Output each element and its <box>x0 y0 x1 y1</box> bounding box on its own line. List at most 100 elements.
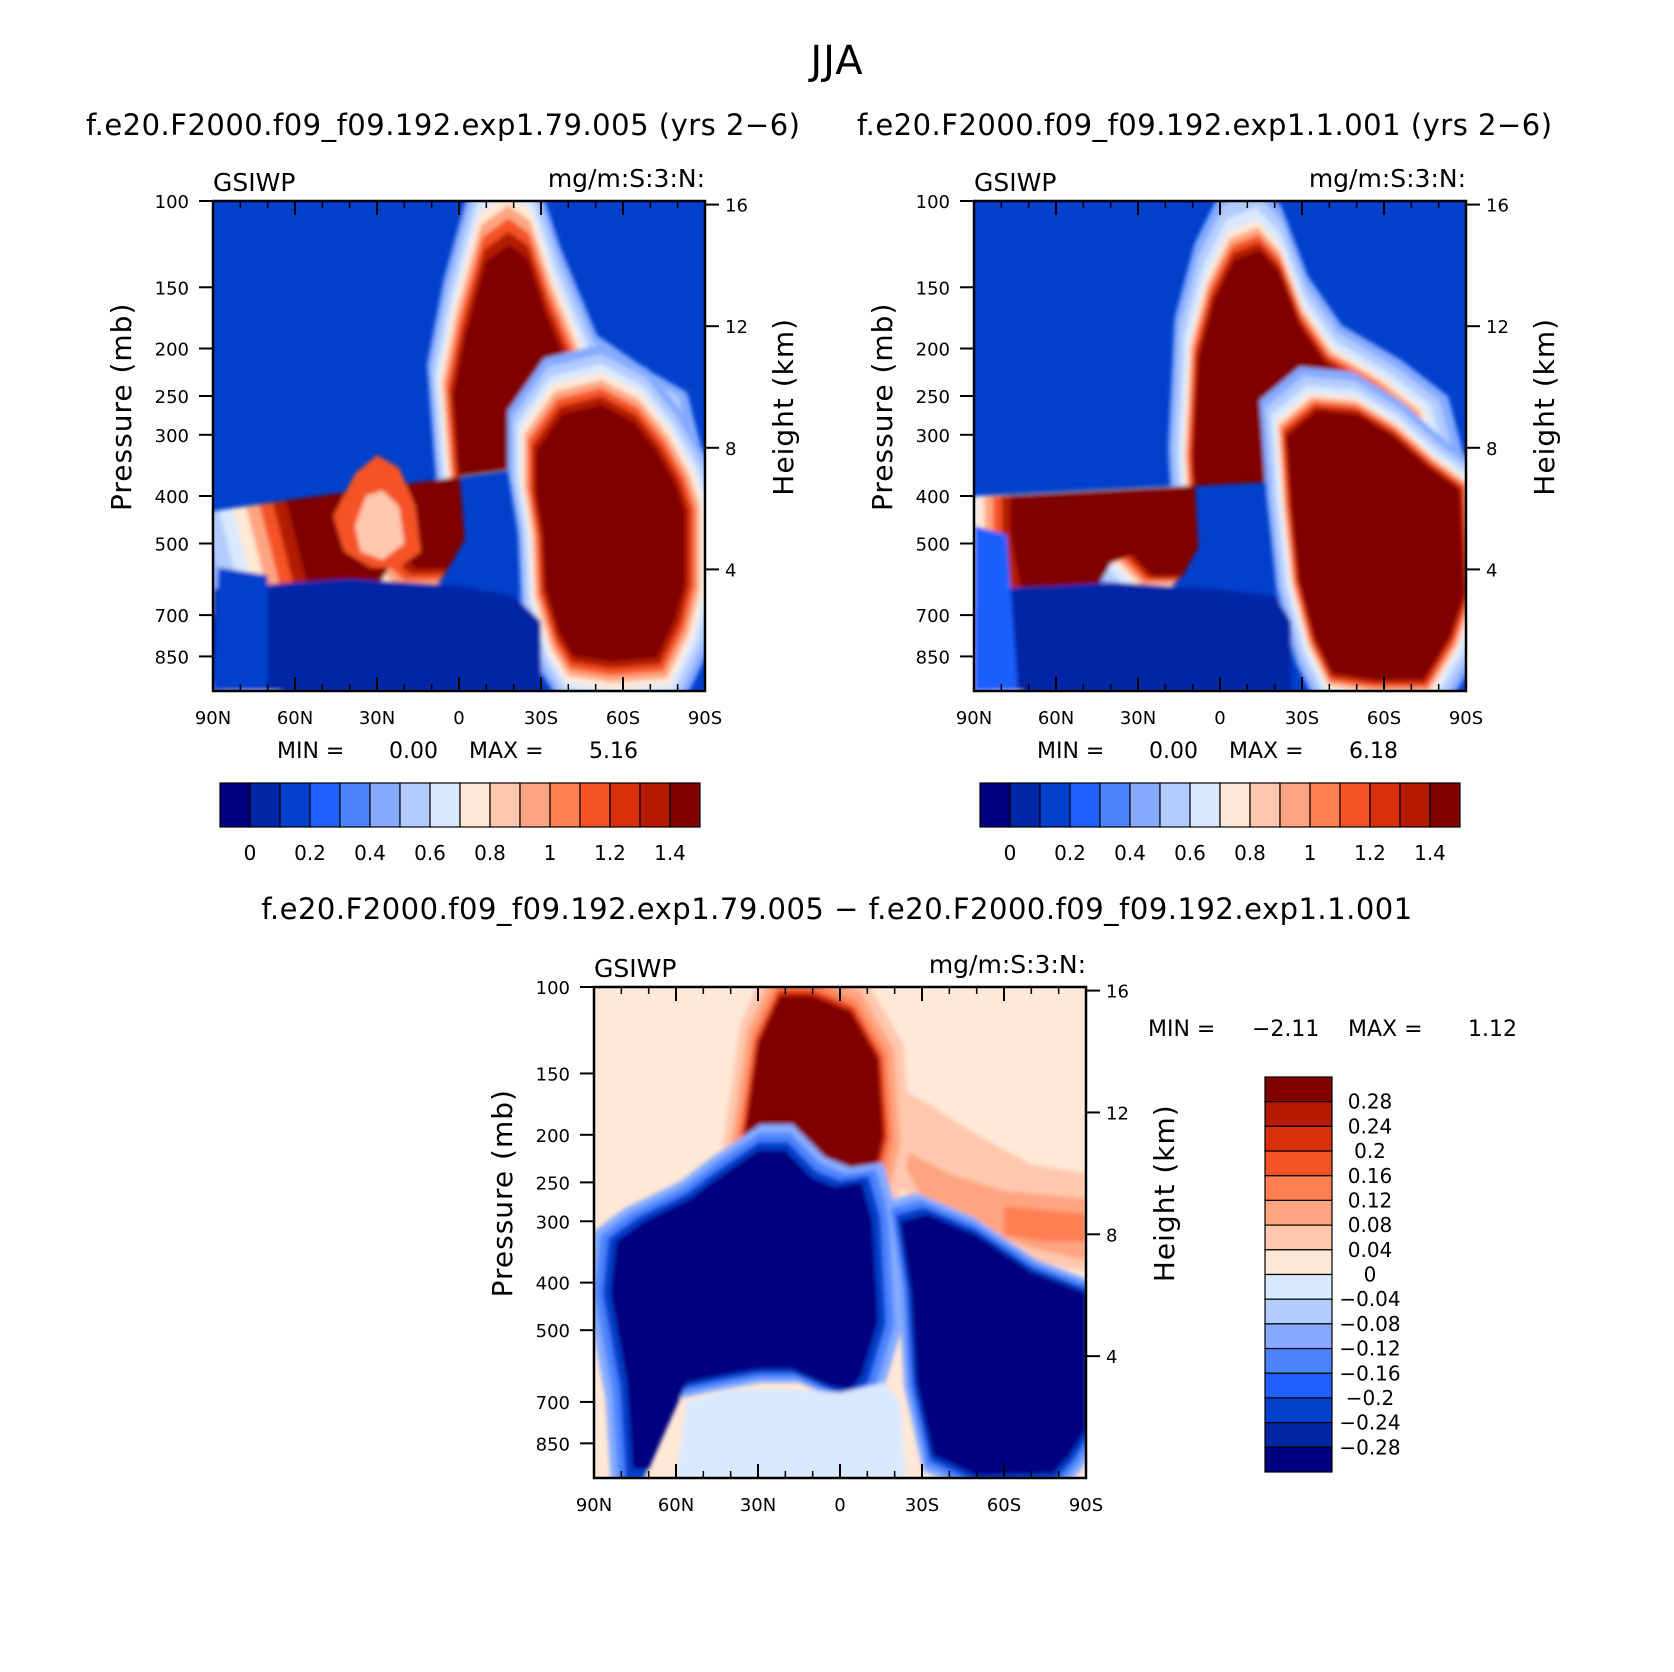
colorbar-box <box>429 782 461 828</box>
colorbar-label: 0.12 <box>1348 1188 1393 1212</box>
bands <box>213 201 705 691</box>
contour-band <box>1004 1206 1086 1242</box>
x-tick-label: 30N <box>740 1495 776 1516</box>
contour-band <box>1010 250 1423 673</box>
bands <box>974 201 1466 691</box>
colorbar-label: 0.2 <box>1354 1139 1386 1163</box>
variable-label: GSIWP <box>213 168 295 197</box>
x-tick-label: 0 <box>1214 708 1225 729</box>
colorbar-box <box>1264 1175 1333 1202</box>
y-tick-label: 300 <box>916 426 950 447</box>
minmax-0: MIN = 0.00 MAX = 5.16 <box>277 739 638 764</box>
y-tick-label: 700 <box>916 606 950 627</box>
colorbar-label: 0.6 <box>1174 841 1206 865</box>
colorbar-box <box>1069 782 1101 828</box>
colorbar-box <box>1219 782 1251 828</box>
max-value: 1.12 <box>1468 1017 1517 1042</box>
y2-tick-label: 12 <box>725 317 748 338</box>
colorbar-box <box>309 782 341 828</box>
units-label: mg/m:S:3:N: <box>929 950 1086 979</box>
contour-band <box>900 1214 1086 1476</box>
max-value: 5.16 <box>589 739 638 764</box>
y-tick-label: 250 <box>155 387 189 408</box>
y2-tick-label: 4 <box>1486 560 1497 581</box>
y2-tick-label: 8 <box>1106 1225 1117 1246</box>
y-tick-label: 200 <box>536 1126 570 1147</box>
x-tick-label: 90S <box>1449 708 1483 729</box>
y-tick-label: 850 <box>155 647 189 668</box>
y-tick-label: 250 <box>916 387 950 408</box>
y2-axis-label: Height (km) <box>1528 318 1561 496</box>
colorbar-label: 0.2 <box>1054 841 1086 865</box>
x-tick-label: 90N <box>195 708 231 729</box>
colorbar-box <box>1189 782 1221 828</box>
y-tick-label: 400 <box>916 487 950 508</box>
colorbar-label: −0.28 <box>1339 1435 1400 1459</box>
colorbar-box <box>1264 1347 1333 1374</box>
colorbar-box <box>459 782 491 828</box>
y-tick-label: 850 <box>916 647 950 668</box>
colorbar-label: 0.28 <box>1348 1090 1393 1114</box>
min-label: MIN = <box>277 739 344 764</box>
y-tick-label: 300 <box>155 426 189 447</box>
y-tick-label: 250 <box>536 1173 570 1194</box>
colorbar-label: 1 <box>1304 841 1317 865</box>
colorbar-box <box>1264 1397 1333 1424</box>
y-axis-label: Pressure (mb) <box>105 303 138 511</box>
y2-tick-label: 12 <box>1486 317 1509 338</box>
colorbar-box <box>219 782 251 828</box>
minmax-2: MIN = −2.11 MAX = 1.12 <box>1148 1017 1517 1042</box>
units-label: mg/m:S:3:N: <box>1309 164 1466 193</box>
colorbar-box <box>1264 1323 1333 1350</box>
colorbar-label: −0.16 <box>1339 1361 1400 1385</box>
contour-band <box>536 404 685 662</box>
y-tick-label: 700 <box>536 1393 570 1414</box>
y2-axis-label: Height (km) <box>767 318 800 496</box>
colorbar-label: 0.08 <box>1348 1213 1393 1237</box>
colorbar-label: 0.24 <box>1348 1114 1393 1138</box>
colorbar-box <box>369 782 401 828</box>
x-tick-label: 30N <box>1120 708 1156 729</box>
colorbar-box <box>1279 782 1311 828</box>
min-value: 0.00 <box>1149 739 1198 764</box>
y2-tick-label: 12 <box>1106 1103 1129 1124</box>
x-tick-label: 60N <box>1038 708 1074 729</box>
colorbar-label: 0.4 <box>1114 841 1146 865</box>
colorbar-label: −0.2 <box>1346 1386 1395 1410</box>
colorbar-box <box>1159 782 1191 828</box>
y-tick-label: 150 <box>155 278 189 299</box>
y-tick-label: 150 <box>916 278 950 299</box>
colorbar-box <box>1129 782 1161 828</box>
colorbar-label: −0.12 <box>1339 1337 1400 1361</box>
colorbar-label: 0 <box>244 841 257 865</box>
colorbar-box <box>1264 1224 1333 1251</box>
y2-tick-label: 16 <box>1486 196 1509 217</box>
colorbar-box <box>1039 782 1071 828</box>
colorbar-box <box>1264 1150 1333 1177</box>
colorbar-box <box>399 782 431 828</box>
y2-tick-label: 4 <box>725 560 736 581</box>
x-tick-label: 90S <box>688 708 722 729</box>
y-tick-label: 500 <box>536 1321 570 1342</box>
colorbar-label: −0.08 <box>1339 1312 1400 1336</box>
min-value: 0.00 <box>389 739 438 764</box>
max-label: MAX = <box>1229 739 1304 764</box>
colorbar-box <box>1264 1199 1333 1226</box>
colorbar-label: −0.04 <box>1339 1287 1400 1311</box>
y-tick-label: 500 <box>916 534 950 555</box>
y-tick-label: 100 <box>536 978 570 999</box>
panel-title-right: f.e20.F2000.f09_f09.192.exp1.1.001 (yrs … <box>857 108 1553 142</box>
colorbar-box <box>1249 782 1281 828</box>
x-tick-label: 90N <box>956 708 992 729</box>
colorbar-box <box>339 782 371 828</box>
variable-label: GSIWP <box>974 168 1056 197</box>
colorbar-label: 0.04 <box>1348 1238 1393 1262</box>
y-tick-label: 700 <box>155 606 189 627</box>
colorbar-box <box>1264 1249 1333 1276</box>
y-tick-label: 100 <box>155 192 189 213</box>
colorbar-box <box>1264 1298 1333 1325</box>
y2-tick-label: 4 <box>1106 1347 1117 1368</box>
contour-band <box>355 490 405 560</box>
panel-0: 90N 60N 30N 0 30S 60S 90S 100 150 200 250 300 400 500… <box>105 164 800 729</box>
